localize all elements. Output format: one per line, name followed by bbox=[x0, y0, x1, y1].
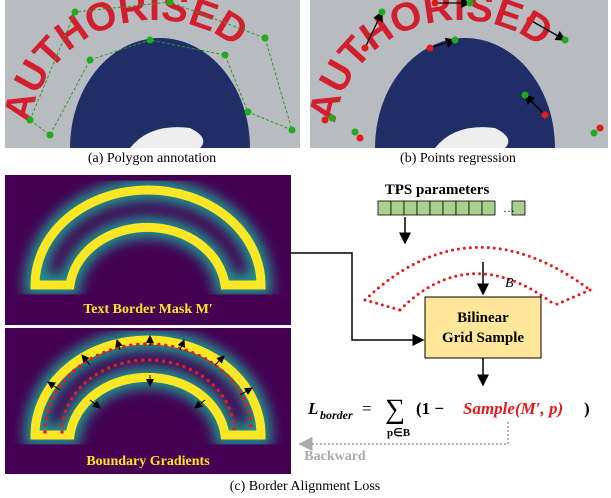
grid-sample-line: Bilinear bbox=[457, 310, 509, 326]
photo-b: AUTHORISED bbox=[301, 0, 608, 148]
formula-lhs: L bbox=[307, 399, 318, 418]
caption-b: (b) Points regression bbox=[400, 151, 516, 166]
mask-label: Text Border Mask M′ bbox=[83, 302, 213, 317]
caption-a: (a) Polygon annotation bbox=[88, 151, 216, 166]
caption-c: (c) Border Alignment Loss bbox=[230, 479, 380, 494]
arrow bbox=[291, 253, 423, 340]
mask-image: Text Border Mask M′ bbox=[5, 175, 291, 325]
formula-sum-sub: p∈B bbox=[387, 427, 411, 439]
formula-eq: = bbox=[362, 399, 372, 418]
grid-sample-line: Grid Sample bbox=[442, 330, 524, 346]
grid-sample-box bbox=[425, 297, 541, 358]
formula-close: ) bbox=[584, 399, 590, 418]
formula-sample: Sample(M′, p) bbox=[463, 399, 563, 418]
points-label: B bbox=[505, 276, 514, 291]
formula-open: (1 − bbox=[416, 399, 444, 418]
backward-label: Backward bbox=[304, 449, 366, 464]
gradients-label: Boundary Gradients bbox=[86, 454, 210, 469]
figure: AUTHORISED (a) Polygon annotation AUTHOR… bbox=[0, 0, 611, 498]
gradient-image: Boundary Gradients bbox=[5, 328, 291, 474]
formula-sum: ∑ bbox=[385, 394, 405, 425]
formula-sub: border bbox=[320, 408, 353, 422]
formula: L border = ∑ p∈B (1 − Sample(M′, p) ) bbox=[307, 394, 590, 439]
photo-a: AUTHORISED bbox=[0, 0, 300, 148]
tps-label: TPS parameters bbox=[385, 182, 490, 198]
ellipsis: … bbox=[503, 201, 515, 215]
